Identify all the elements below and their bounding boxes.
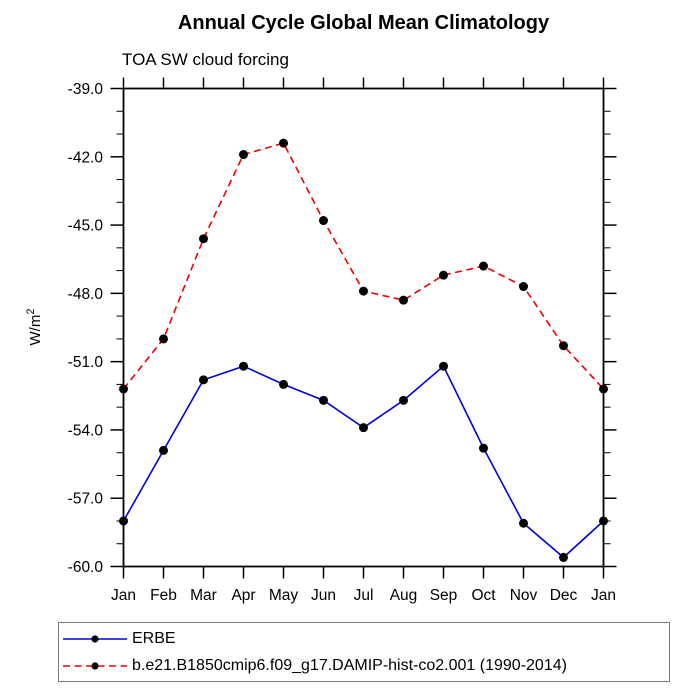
data-point-marker bbox=[519, 282, 528, 292]
data-point-marker bbox=[599, 384, 608, 394]
y-axis-unit-label: W/m2 bbox=[25, 309, 44, 346]
data-point-marker bbox=[559, 341, 568, 351]
x-tick-label: Mar bbox=[190, 587, 217, 604]
data-point-marker bbox=[399, 395, 408, 405]
legend-label-erbe: ERBE bbox=[132, 629, 176, 647]
legend-dashed-line-icon bbox=[63, 661, 127, 670]
data-point-marker bbox=[559, 552, 568, 562]
legend-item-erbe: ERBE bbox=[62, 625, 669, 652]
legend-solid-line-icon bbox=[63, 634, 127, 643]
data-point-marker bbox=[519, 518, 528, 528]
data-point-marker bbox=[159, 445, 168, 455]
data-point-marker bbox=[399, 295, 408, 305]
x-tick-label: Jul bbox=[354, 587, 374, 604]
data-point-marker bbox=[119, 384, 128, 394]
data-point-marker bbox=[479, 443, 488, 453]
data-point-marker bbox=[439, 361, 448, 371]
y-tick-label: -60.0 bbox=[68, 559, 104, 576]
x-tick-label: Jan bbox=[111, 587, 136, 604]
legend-label-model: b.e21.B1850cmip6.f09_g17.DAMIP-hist-co2.… bbox=[132, 656, 567, 674]
x-tick-label: May bbox=[269, 587, 299, 604]
plot-area: -39.0 -42.0 -45.0 -48.0 -51.0 -54.0 -57.0 -60.0… bbox=[25, 77, 617, 604]
series-line-model bbox=[122, 142, 605, 390]
data-point-marker bbox=[359, 286, 368, 296]
data-point-marker bbox=[279, 379, 288, 389]
data-point-marker bbox=[319, 395, 328, 405]
data-point-marker bbox=[279, 138, 288, 148]
data-point-marker bbox=[479, 261, 488, 271]
data-point-marker bbox=[239, 361, 248, 371]
y-tick-label: -51.0 bbox=[68, 354, 104, 371]
y-tick-label: -54.0 bbox=[68, 422, 104, 439]
data-point-marker bbox=[359, 423, 368, 433]
x-tick-label: Feb bbox=[150, 587, 177, 604]
chart-title: Annual Cycle Global Mean Climatology bbox=[177, 12, 550, 34]
y-tick-label: -57.0 bbox=[68, 491, 104, 508]
data-point-marker bbox=[599, 516, 608, 526]
data-point-marker bbox=[159, 334, 168, 344]
x-tick-label: Oct bbox=[471, 587, 496, 604]
x-tick-label: Jan bbox=[591, 587, 616, 604]
y-tick-label: -42.0 bbox=[68, 149, 104, 166]
y-tick-label: -48.0 bbox=[68, 286, 104, 303]
data-point-marker bbox=[239, 150, 248, 160]
y-tick-label: -39.0 bbox=[68, 81, 104, 98]
x-tick-label: Aug bbox=[390, 587, 418, 604]
data-point-marker bbox=[439, 270, 448, 280]
x-tick-label: Jun bbox=[311, 587, 336, 604]
series-line-erbe bbox=[122, 364, 605, 559]
chart-subtitle: TOA SW cloud forcing bbox=[122, 50, 289, 69]
data-point-marker bbox=[319, 216, 328, 226]
y-tick-label: -45.0 bbox=[68, 218, 104, 235]
legend-box: ERBE b.e21.B1850cmip6.f09_g17.DAMIP-hist… bbox=[58, 622, 670, 682]
legend-item-model: b.e21.B1850cmip6.f09_g17.DAMIP-hist-co2.… bbox=[62, 652, 669, 679]
x-tick-label: Sep bbox=[430, 587, 458, 604]
data-point-marker bbox=[199, 234, 208, 244]
x-tick-label: Nov bbox=[510, 587, 538, 604]
data-point-marker bbox=[199, 375, 208, 385]
data-point-marker bbox=[119, 516, 128, 526]
x-tick-label: Dec bbox=[550, 587, 578, 604]
plot-frame bbox=[122, 87, 605, 568]
x-tick-label: Apr bbox=[231, 587, 255, 604]
